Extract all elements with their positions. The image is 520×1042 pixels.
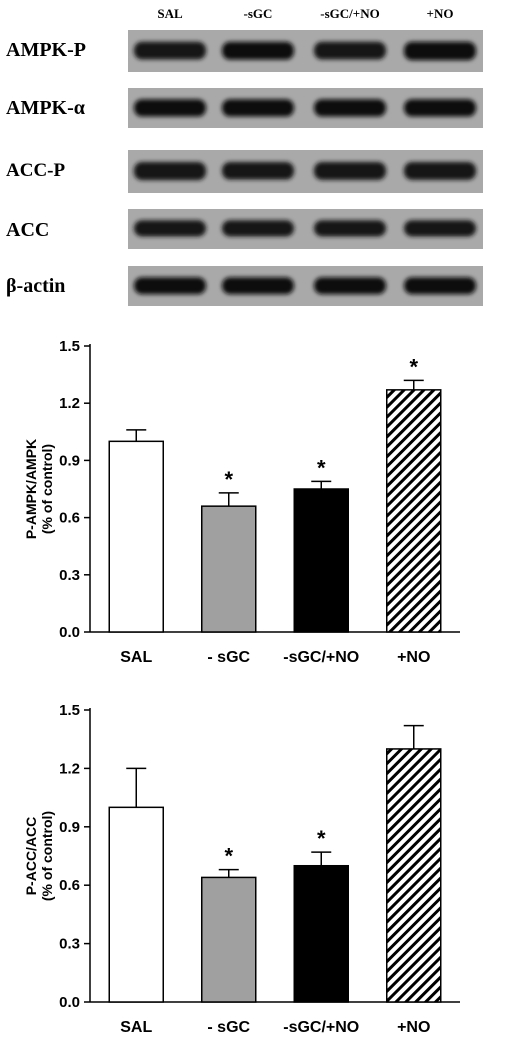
blot-band bbox=[314, 99, 386, 117]
y-tick-label: 0.0 bbox=[59, 994, 80, 1011]
blot-band bbox=[134, 99, 206, 117]
y-axis-label: P-AMPK/AMPK bbox=[23, 439, 39, 539]
blot-band bbox=[222, 99, 294, 117]
blot-band bbox=[222, 162, 294, 180]
bar bbox=[108, 440, 164, 633]
blot-band bbox=[134, 277, 206, 295]
blot-row-label: ACC bbox=[6, 219, 49, 241]
y-tick-label: 1.2 bbox=[59, 395, 80, 412]
chart-p-ampk: 0.0 0.3 0.6 0.9 1.2 1.5 P-AMPK/AMPK (% of contr… bbox=[23, 338, 460, 666]
bar bbox=[108, 806, 164, 1003]
blot-band bbox=[404, 99, 476, 117]
significance-star: * bbox=[409, 354, 418, 379]
blot-band bbox=[404, 162, 476, 180]
lane-label: -sGC bbox=[244, 6, 273, 21]
western-blot-panel: SAL -sGC -sGC/+NO +NO AMPK-P AMPK-α ACC-P ACC β-… bbox=[6, 6, 483, 306]
lane-label: -sGC/+NO bbox=[320, 6, 379, 21]
blot-band bbox=[222, 41, 294, 60]
category-label: +NO bbox=[397, 1019, 430, 1036]
y-tick-label: 0.9 bbox=[59, 452, 80, 469]
blot-band bbox=[134, 162, 206, 181]
y-tick-label: 0.3 bbox=[59, 567, 80, 584]
significance-star: * bbox=[317, 826, 326, 851]
significance-star: * bbox=[317, 455, 326, 480]
bar bbox=[293, 488, 349, 633]
bar bbox=[386, 748, 442, 1003]
y-axis-sublabel: (% of control) bbox=[39, 444, 55, 534]
blot-band bbox=[314, 277, 386, 295]
y-tick-label: 1.2 bbox=[59, 760, 80, 777]
category-label: -sGC/+NO bbox=[283, 1019, 359, 1036]
category-label: SAL bbox=[120, 649, 152, 666]
blot-row-label: ACC-P bbox=[6, 160, 65, 181]
category-label: -sGC/+NO bbox=[283, 649, 359, 666]
blot-band bbox=[404, 41, 476, 61]
chart-p-acc: 0.0 0.3 0.6 0.9 1.2 1.5 P-ACC/ACC (% of control… bbox=[23, 702, 460, 1036]
blot-band bbox=[314, 220, 386, 237]
bar bbox=[201, 876, 257, 1003]
bar bbox=[386, 389, 442, 633]
category-label: - sGC bbox=[207, 1019, 250, 1036]
blot-band bbox=[314, 162, 386, 180]
blot-band bbox=[134, 41, 206, 60]
blot-band bbox=[222, 220, 294, 237]
blot-band bbox=[134, 220, 206, 237]
significance-star: * bbox=[224, 467, 233, 492]
blot-band bbox=[314, 41, 386, 60]
blot-row-label: AMPK-P bbox=[6, 39, 86, 61]
blot-band bbox=[404, 220, 476, 237]
y-tick-label: 0.6 bbox=[59, 510, 80, 527]
y-tick-label: 0.9 bbox=[59, 819, 80, 836]
lane-label: +NO bbox=[427, 6, 454, 21]
significance-star: * bbox=[224, 844, 233, 869]
y-tick-label: 0.6 bbox=[59, 877, 80, 894]
bar bbox=[293, 864, 349, 1003]
category-label: +NO bbox=[397, 649, 430, 666]
bar bbox=[201, 505, 257, 633]
y-tick-label: 0.0 bbox=[59, 624, 80, 641]
y-tick-label: 0.3 bbox=[59, 936, 80, 953]
lane-label: SAL bbox=[157, 6, 183, 21]
category-label: SAL bbox=[120, 1019, 152, 1036]
y-axis-sublabel: (% of control) bbox=[39, 811, 55, 901]
blot-row-label: β-actin bbox=[6, 275, 65, 297]
category-label: - sGC bbox=[207, 649, 250, 666]
blot-band bbox=[222, 277, 294, 295]
y-tick-label: 1.5 bbox=[59, 702, 80, 719]
blot-row-label: AMPK-α bbox=[6, 97, 85, 119]
y-axis-label: P-ACC/ACC bbox=[23, 817, 39, 896]
blot-band bbox=[404, 277, 476, 295]
y-tick-label: 1.5 bbox=[59, 338, 80, 355]
